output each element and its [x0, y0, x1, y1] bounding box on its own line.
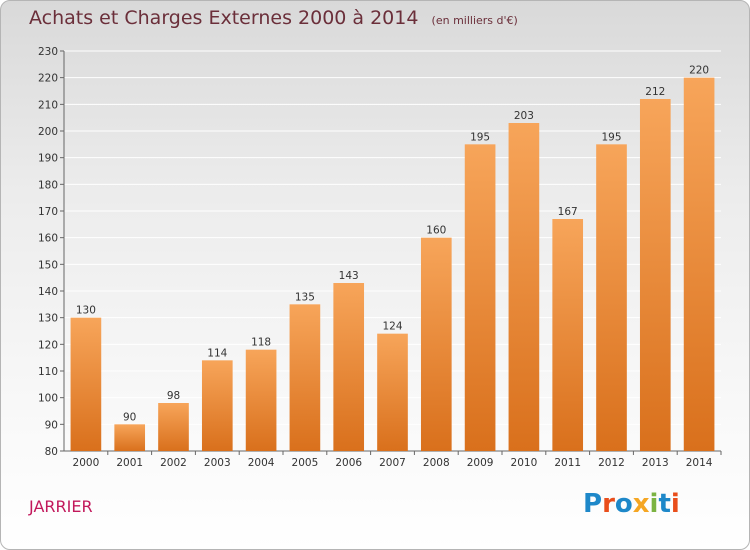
- x-tick-label: 2008: [423, 457, 450, 469]
- x-tick-label: 2014: [686, 457, 713, 469]
- bar: [683, 77, 715, 452]
- chart-header: Achats et Charges Externes 2000 à 2014 (…: [29, 7, 518, 29]
- bar: [377, 333, 408, 451]
- bar-value-label: 167: [558, 206, 578, 218]
- x-tick-label: 2000: [73, 457, 100, 469]
- bar-value-label: 160: [426, 225, 446, 237]
- y-tick-label: 180: [38, 179, 58, 191]
- y-tick-label: 80: [45, 446, 58, 458]
- bar-value-label: 195: [601, 131, 621, 143]
- bar: [508, 123, 540, 451]
- bar: [289, 304, 321, 451]
- x-tick-label: 2006: [335, 457, 362, 469]
- logo-letter: r: [602, 489, 615, 519]
- bar: [245, 349, 277, 451]
- bar: [114, 424, 146, 451]
- bar-value-label: 98: [167, 390, 180, 402]
- y-tick-label: 130: [38, 313, 58, 325]
- y-tick-label: 110: [38, 366, 58, 378]
- bar-value-label: 118: [251, 337, 271, 349]
- logo-letter: t: [658, 489, 671, 519]
- x-tick-label: 2012: [598, 457, 625, 469]
- x-tick-label: 2002: [160, 457, 187, 469]
- x-tick-label: 2010: [511, 457, 538, 469]
- bar: [552, 219, 584, 451]
- bar: [70, 317, 102, 451]
- y-tick-label: 210: [38, 99, 58, 111]
- x-tick-label: 2009: [467, 457, 494, 469]
- x-tick-label: 2001: [116, 457, 143, 469]
- x-tick-label: 2011: [554, 457, 581, 469]
- y-tick-label: 220: [38, 73, 58, 85]
- y-tick-label: 230: [38, 46, 58, 58]
- logo-letter: o: [614, 489, 633, 519]
- commune-name: JARRIER: [29, 497, 93, 516]
- bar-value-label: 130: [76, 305, 96, 317]
- x-tick-label: 2005: [292, 457, 319, 469]
- x-tick-label: 2003: [204, 457, 231, 469]
- chart-title: Achats et Charges Externes 2000 à 2014: [29, 7, 419, 29]
- x-tick-label: 2007: [379, 457, 406, 469]
- bar: [639, 99, 671, 451]
- y-tick-label: 100: [38, 393, 58, 405]
- bar-value-label: 124: [382, 321, 402, 333]
- y-tick-label: 160: [38, 233, 58, 245]
- bar-value-label: 203: [514, 110, 534, 122]
- logo-letter: P: [583, 489, 603, 519]
- bar-value-label: 90: [123, 411, 136, 423]
- bar: [420, 237, 452, 451]
- logo-letter: i: [649, 489, 659, 519]
- bar-value-label: 143: [339, 270, 359, 282]
- bar-value-label: 135: [295, 291, 315, 303]
- logo-letter: x: [632, 489, 650, 519]
- x-tick-label: 2004: [248, 457, 275, 469]
- y-tick-label: 120: [38, 339, 58, 351]
- bar-value-label: 114: [207, 347, 227, 359]
- chart-subtitle: (en milliers d'€): [431, 14, 518, 27]
- bar: [464, 144, 496, 452]
- bar: [201, 360, 233, 451]
- bar: [158, 403, 189, 451]
- bar-value-label: 195: [470, 131, 490, 143]
- bar-value-label: 212: [645, 86, 665, 98]
- y-tick-label: 90: [45, 419, 58, 431]
- proxiti-logo: Proxiti: [583, 489, 680, 519]
- y-tick-label: 140: [38, 286, 58, 298]
- y-tick-label: 200: [38, 126, 58, 138]
- x-tick-label: 2013: [642, 457, 669, 469]
- logo-letter: i: [670, 489, 680, 519]
- bar-value-label: 220: [689, 65, 709, 77]
- y-tick-label: 170: [38, 206, 58, 218]
- y-tick-label: 190: [38, 153, 58, 165]
- bar: [333, 283, 365, 451]
- y-tick-label: 150: [38, 259, 58, 271]
- bar: [596, 144, 627, 452]
